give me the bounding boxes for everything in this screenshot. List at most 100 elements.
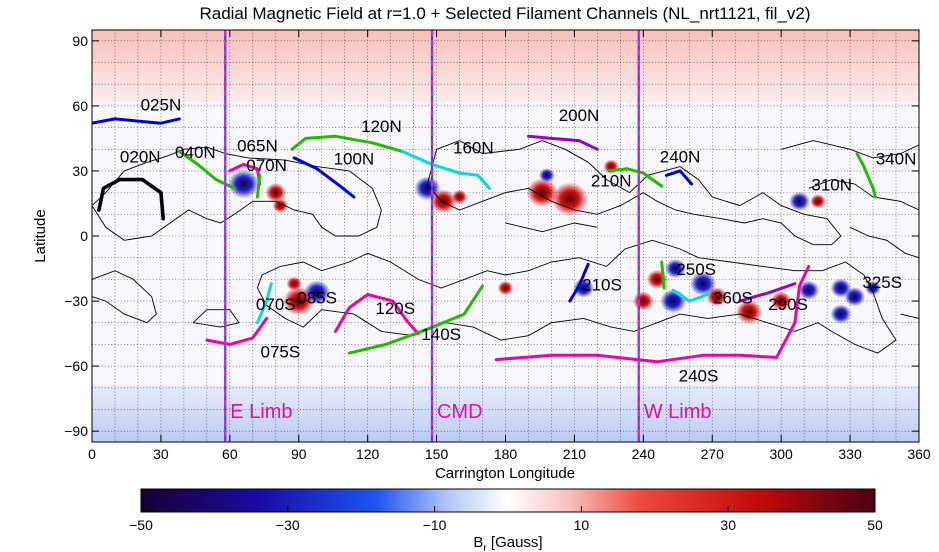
positive-flux-spot xyxy=(706,287,728,307)
positive-flux-spot xyxy=(497,280,514,296)
y-tick-label: 60 xyxy=(72,98,88,114)
negative-flux-spot xyxy=(228,169,260,199)
filament-250S xyxy=(660,260,666,290)
colorbar-label-sub: r xyxy=(483,543,487,552)
colorbar-tick-label: −50 xyxy=(129,517,153,533)
neutral-line xyxy=(849,226,919,259)
filament-100N xyxy=(292,156,356,199)
filament-label: 250S xyxy=(676,260,716,279)
colorbar: −50 −30 −10 10 30 50 Br [Gauss] xyxy=(129,488,883,552)
filament-label: 240N xyxy=(660,147,701,166)
y-tick-label: −30 xyxy=(64,293,88,309)
filament-label: 025N xyxy=(141,95,182,114)
positive-flux-spot xyxy=(551,182,589,216)
y-tick-label: 30 xyxy=(72,163,88,179)
filament-label: 070N xyxy=(246,156,287,175)
filament-label: 340N xyxy=(876,150,917,169)
positive-flux-spot xyxy=(526,178,558,208)
filament-label: 020N xyxy=(120,147,161,166)
filament-label: 290S xyxy=(768,295,808,314)
limb-label: E Limb xyxy=(230,401,292,423)
neutral-line xyxy=(92,146,382,241)
filament-260S xyxy=(671,288,710,303)
negative-flux-spot xyxy=(539,168,555,183)
limb-label: W Limb xyxy=(644,401,712,423)
filament-160N xyxy=(400,149,491,190)
x-tick-label: 60 xyxy=(222,446,238,462)
negative-flux-spot xyxy=(660,289,687,314)
colorbar-ticks: −50 −30 −10 10 30 50 xyxy=(129,506,883,533)
x-tick-label: 270 xyxy=(701,446,725,462)
negative-flux-spot xyxy=(844,287,866,307)
neutral-line xyxy=(505,222,598,233)
flux-spots xyxy=(228,159,881,324)
positive-flux-spot xyxy=(770,291,792,311)
positive-flux-spot xyxy=(265,183,287,203)
filament-label: 120S xyxy=(375,299,415,318)
filament-075S xyxy=(205,316,269,346)
negative-flux-spot xyxy=(665,258,686,279)
filament-070N xyxy=(255,173,262,199)
negative-flux-spot xyxy=(830,304,852,324)
chart-title: Radial Magnetic Field at r=1.0 + Selecte… xyxy=(199,4,810,23)
filament-label: 240S xyxy=(679,366,719,385)
filament-240S xyxy=(494,264,811,364)
x-tick-label: 0 xyxy=(88,446,96,462)
filament-label: 325S xyxy=(862,273,902,292)
positive-flux-spot xyxy=(736,299,763,324)
south-polar-field xyxy=(92,385,919,442)
colorbar-label: Br [Gauss] xyxy=(473,534,542,552)
neutral-line xyxy=(808,179,919,211)
x-tick-label: 300 xyxy=(769,446,793,462)
x-axis-label: Carrington Longitude xyxy=(435,465,575,482)
filament-label: 160N xyxy=(453,139,494,158)
colorbar-label-main: B xyxy=(473,534,483,551)
filament-210N xyxy=(607,167,664,188)
x-tick-label: 90 xyxy=(291,446,307,462)
x-tick-label: 150 xyxy=(425,446,449,462)
x-tick-label: 360 xyxy=(907,446,931,462)
filament-340N xyxy=(855,152,877,199)
axes: 0 30 60 90 120 150 180 210 240 270 300 330 360906030… xyxy=(64,30,931,462)
y-tick-label: 90 xyxy=(72,33,88,49)
colorbar-tick-label: 50 xyxy=(867,517,883,533)
filament-label: 085S xyxy=(297,288,337,307)
neutral-line xyxy=(92,270,157,324)
x-tick-label: 330 xyxy=(838,446,862,462)
neutral-line xyxy=(426,140,842,246)
filament-label: 310N xyxy=(811,176,852,195)
filament-120S xyxy=(334,293,420,336)
filament-200N xyxy=(527,134,599,151)
filament-290S xyxy=(738,282,797,303)
filament-025N xyxy=(92,117,181,125)
filament-070S xyxy=(255,282,273,325)
limb-label: CMD xyxy=(437,401,483,423)
neutral-line xyxy=(781,140,919,159)
negative-flux-spot xyxy=(798,280,820,300)
x-tick-label: 120 xyxy=(356,446,380,462)
negative-flux-spot xyxy=(690,271,717,296)
y-tick-label: −60 xyxy=(64,358,88,374)
filament-label: 210N xyxy=(591,171,632,190)
filament-210S xyxy=(568,262,590,303)
filament-label: 260S xyxy=(713,288,753,307)
x-tick-label: 240 xyxy=(632,446,656,462)
filament-label: 075S xyxy=(261,343,301,362)
grid xyxy=(92,30,919,442)
x-tick-label: 30 xyxy=(153,446,169,462)
filament-240N xyxy=(664,169,694,186)
y-tick-label: −90 xyxy=(64,423,88,439)
filament-label: 040N xyxy=(175,143,216,162)
filament-label: 070S xyxy=(256,295,296,314)
positive-flux-spot xyxy=(286,276,302,291)
colorbar-label-unit: [Gauss] xyxy=(487,534,543,551)
colorbar-tick-label: −10 xyxy=(423,517,447,533)
y-tick-label: 0 xyxy=(80,228,88,244)
x-tick-label: 210 xyxy=(563,446,587,462)
colorbar-tick-label: 30 xyxy=(720,517,736,533)
filament-label: 120N xyxy=(361,117,402,136)
neutral-line xyxy=(900,313,919,319)
